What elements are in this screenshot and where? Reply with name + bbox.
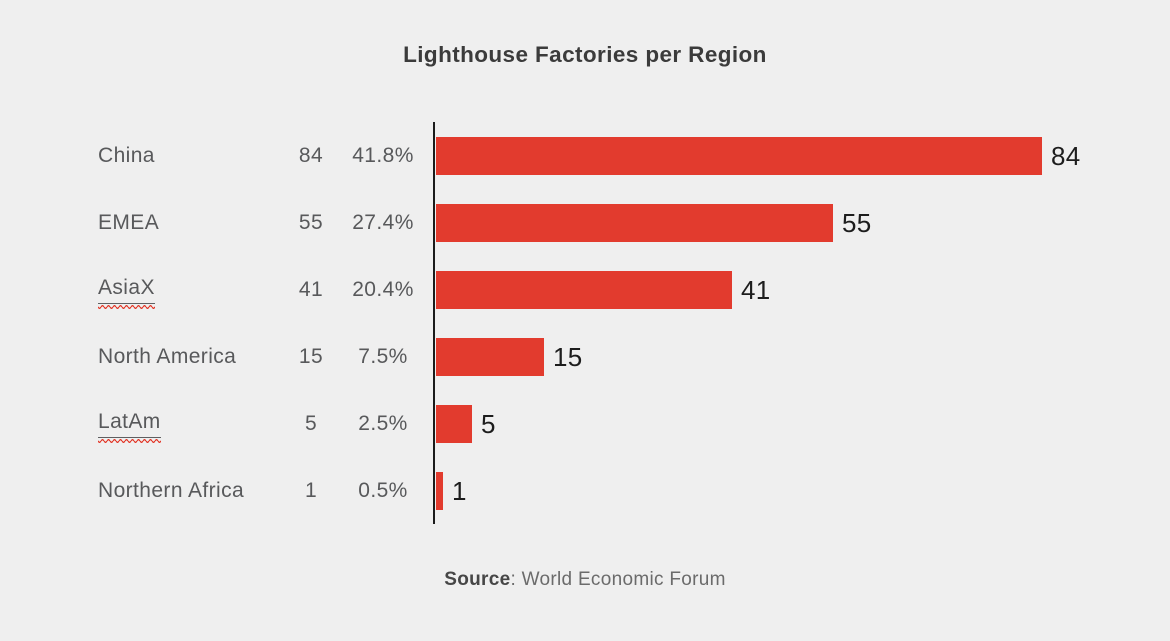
chart-row: Northern Africa 1 0.5% 1 bbox=[0, 457, 1170, 524]
percent-value: 27.4% bbox=[352, 210, 414, 234]
bar bbox=[436, 404, 472, 443]
bar bbox=[436, 471, 443, 510]
chart-row: LatAm 5 2.5% 5 bbox=[0, 390, 1170, 457]
bar-value-label: 5 bbox=[481, 408, 496, 439]
chart-row: North America 15 7.5% 15 bbox=[0, 323, 1170, 390]
percent-value: 0.5% bbox=[358, 478, 408, 502]
bar bbox=[436, 203, 833, 242]
region-label-editable[interactable]: LatAm bbox=[98, 410, 161, 443]
source-text: : World Economic Forum bbox=[510, 569, 726, 590]
bar-value-label: 1 bbox=[452, 475, 467, 506]
bar-value-label: 84 bbox=[1051, 140, 1081, 171]
percent-value: 7.5% bbox=[358, 344, 408, 368]
region-label: North America bbox=[98, 344, 237, 368]
percent-value: 2.5% bbox=[358, 411, 408, 435]
region-label: Northern Africa bbox=[98, 478, 245, 502]
count-value: 84 bbox=[298, 143, 324, 167]
count-value: 55 bbox=[298, 210, 324, 234]
source-label: Source bbox=[444, 569, 511, 590]
source-line: Source: World Economic Forum bbox=[0, 569, 1170, 591]
bar-chart: China 84 41.8% 84 EMEA 55 27.4% 55 AsiaX… bbox=[0, 122, 1170, 524]
region-label: EMEA bbox=[98, 210, 160, 234]
bar-value-label: 41 bbox=[741, 274, 771, 305]
count-value: 41 bbox=[298, 277, 324, 301]
region-label-editable[interactable]: AsiaX bbox=[98, 276, 155, 309]
bar bbox=[436, 270, 732, 309]
count-value: 15 bbox=[298, 344, 324, 368]
region-label: China bbox=[98, 143, 155, 167]
chart-row: AsiaX 41 20.4% 41 bbox=[0, 256, 1170, 323]
chart-row: China 84 41.8% 84 bbox=[0, 122, 1170, 189]
bar-value-label: 55 bbox=[842, 207, 872, 238]
chart-title: Lighthouse Factories per Region bbox=[403, 42, 767, 67]
count-value: 1 bbox=[304, 478, 318, 502]
percent-value: 20.4% bbox=[352, 277, 414, 301]
bar bbox=[436, 337, 544, 376]
axis-line bbox=[433, 122, 435, 524]
count-value: 5 bbox=[304, 411, 318, 435]
bar-value-label: 15 bbox=[553, 341, 583, 372]
bar bbox=[436, 136, 1042, 175]
chart-row: EMEA 55 27.4% 55 bbox=[0, 189, 1170, 256]
percent-value: 41.8% bbox=[352, 143, 414, 167]
